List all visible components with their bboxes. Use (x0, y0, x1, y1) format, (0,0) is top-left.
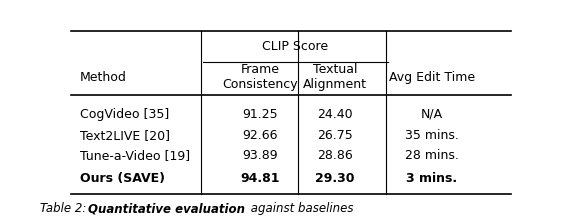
Text: Avg Edit Time: Avg Edit Time (389, 71, 475, 84)
Text: Tune-a-Video [19]: Tune-a-Video [19] (80, 150, 190, 163)
Text: Textual
Alignment: Textual Alignment (303, 63, 367, 91)
Text: 28.86: 28.86 (318, 150, 353, 163)
Text: Quantitative evaluation: Quantitative evaluation (88, 202, 245, 215)
Text: Frame
Consistency: Frame Consistency (223, 63, 298, 91)
Text: 24.40: 24.40 (318, 108, 353, 121)
Text: 94.81: 94.81 (240, 172, 280, 185)
Text: CogVideo [35]: CogVideo [35] (80, 108, 169, 121)
Text: 93.89: 93.89 (243, 150, 278, 163)
Text: 28 mins.: 28 mins. (405, 150, 459, 163)
Text: Ours (SAVE): Ours (SAVE) (80, 172, 165, 185)
Text: 3 mins.: 3 mins. (406, 172, 458, 185)
Text: 35 mins.: 35 mins. (405, 129, 459, 142)
Text: 92.66: 92.66 (243, 129, 278, 142)
Text: N/A: N/A (421, 108, 443, 121)
Text: Method: Method (80, 71, 127, 84)
Text: 91.25: 91.25 (243, 108, 278, 121)
Text: CLIP Score: CLIP Score (262, 40, 328, 53)
Text: 26.75: 26.75 (318, 129, 353, 142)
Text: against baselines: against baselines (247, 202, 353, 215)
Text: Table 2:: Table 2: (40, 202, 90, 215)
Text: Text2LIVE [20]: Text2LIVE [20] (80, 129, 170, 142)
Text: 29.30: 29.30 (315, 172, 355, 185)
